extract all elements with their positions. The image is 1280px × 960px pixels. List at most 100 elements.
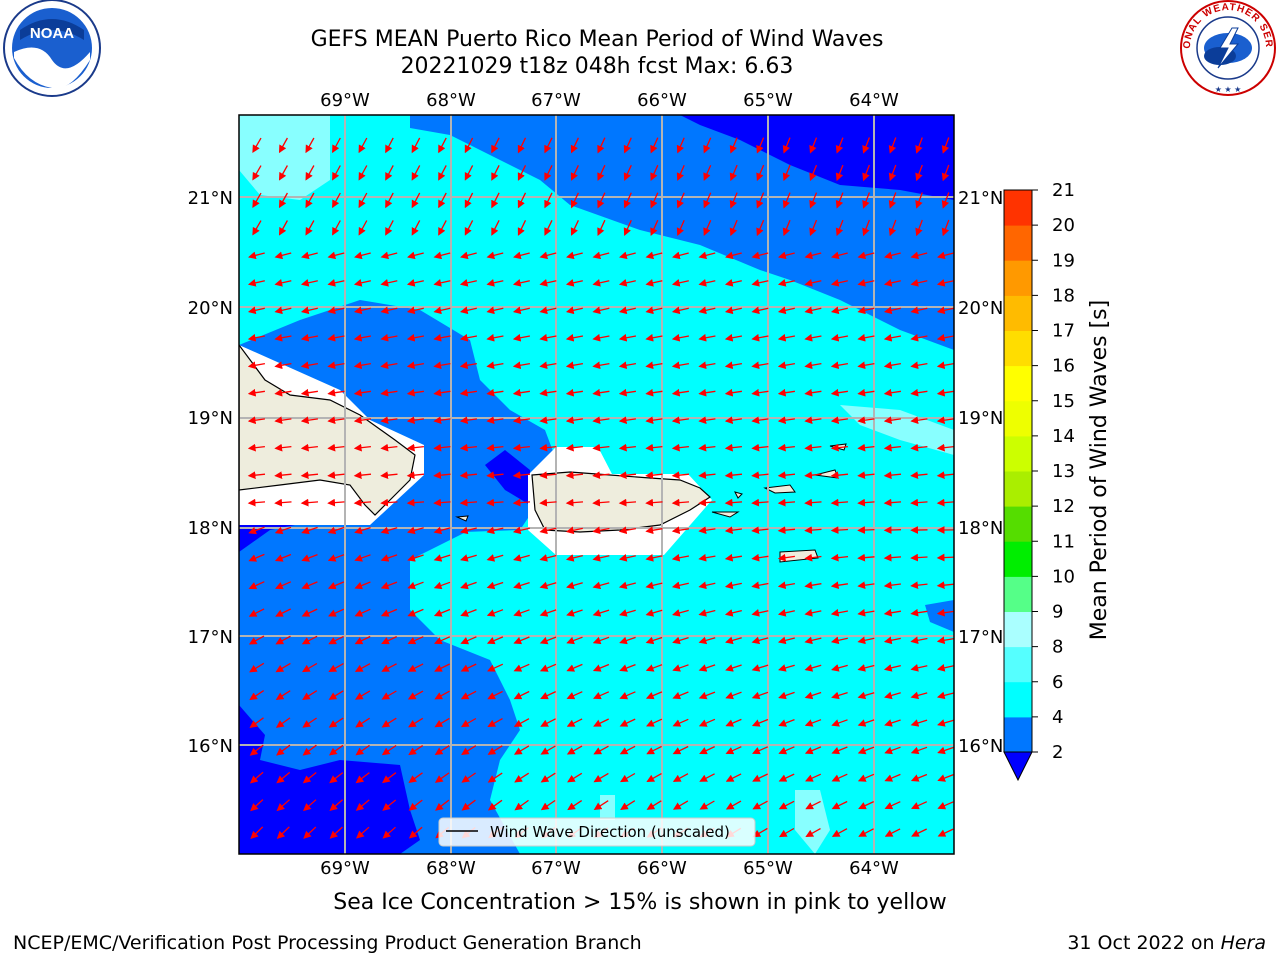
wind-wave-arrow [300,279,318,287]
wind-wave-arrow [724,388,742,397]
wind-wave-arrow [247,443,265,452]
wind-wave-arrow [830,553,849,562]
wind-wave-arrow [328,690,344,700]
wind-wave-arrow [671,553,690,562]
lon-label-top: 68°W [426,90,476,111]
wind-wave-arrow [676,192,685,209]
wind-wave-arrow [385,220,394,236]
wind-wave-arrow [831,828,848,837]
wind-wave-arrow [433,526,451,535]
wind-wave-arrow [831,746,848,755]
wind-wave-arrow [356,826,370,839]
wind-wave-arrow [303,826,317,839]
wind-wave-arrow [305,137,315,154]
wind-wave-arrow [435,799,450,811]
wind-wave-arrow [941,137,950,154]
wind-wave-arrow [486,609,504,617]
noaa-logo: NOAA [3,0,101,97]
wind-wave-arrow [936,608,954,617]
wind-wave-arrow [804,636,822,645]
footer-credit: NCEP/EMC/Verification Post Processing Pr… [13,932,642,954]
wind-wave-arrow [830,471,849,480]
wind-wave-arrow [517,220,527,236]
wind-wave-arrow [566,581,583,590]
wind-wave-arrow [459,498,478,507]
wind-wave-arrow [703,137,712,154]
wind-wave-arrow [275,581,292,590]
wind-wave-arrow [460,251,477,260]
wind-wave-arrow [671,306,689,315]
wind-wave-arrow [857,608,875,617]
wind-wave-arrow [777,333,796,342]
wind-wave-arrow [327,471,345,480]
wind-wave-arrow [512,443,530,452]
wind-wave-arrow [671,333,690,342]
wind-wave-arrow [645,416,663,425]
lon-label-bottom: 68°W [426,858,476,879]
wind-wave-arrow [513,554,530,562]
lat-label-right: 20°N [958,298,1003,319]
wind-wave-arrow [936,388,954,397]
wind-wave-arrow [411,137,421,154]
wind-wave-arrow [671,279,689,287]
wind-wave-arrow [274,388,292,397]
wind-wave-arrow [332,165,341,181]
wind-wave-arrow [407,554,424,562]
wind-wave-arrow [328,717,344,728]
colorbar-segment [1004,190,1032,226]
sea-ice-note: Sea Ice Concentration > 15% is shown in … [333,890,947,915]
wind-wave-arrow [433,306,451,315]
wind-wave-arrow [278,192,288,209]
wind-wave-arrow [434,772,450,783]
wind-wave-arrow [618,581,636,590]
wind-wave-arrow [724,609,742,617]
wind-wave-arrow [406,306,424,315]
wind-wave-arrow [618,498,637,507]
wind-wave-arrow [698,498,716,507]
wind-wave-arrow [724,361,743,370]
wind-wave-arrow [464,192,474,209]
wind-wave-arrow [539,361,557,370]
wind-wave-arrow [433,608,451,617]
wind-wave-arrow [305,192,315,209]
wind-wave-arrow [751,361,769,370]
wind-wave-arrow [888,164,897,182]
wind-wave-arrow [358,165,368,181]
wind-wave-arrow [752,827,768,838]
period-fill-under-2-ne [680,115,954,200]
wind-wave-arrow [671,443,689,452]
wind-wave-arrow [407,251,424,260]
wind-wave-arrow [804,416,822,425]
wind-wave-arrow [910,279,928,287]
wind-wave-arrow [915,164,923,182]
wind-wave-arrow [381,717,397,728]
wind-wave-arrow [941,164,950,182]
wind-wave-arrow [300,306,318,315]
wind-wave-arrow [619,663,636,672]
wind-wave-arrow [408,745,424,756]
wind-wave-arrow [936,333,954,342]
wind-wave-arrow [301,251,318,260]
wind-wave-arrow [884,251,901,260]
wind-wave-arrow [540,772,556,783]
wind-wave-arrow [650,137,659,154]
wind-wave-arrow [936,664,954,672]
wind-wave-arrow [486,443,504,452]
wind-wave-arrow [247,416,265,425]
wind-wave-arrow [433,388,451,397]
wind-wave-arrow [830,361,849,370]
wind-wave-arrow [380,581,398,590]
colorbar-tick-label: 15 [1052,391,1075,412]
wind-wave-arrow [751,251,769,260]
wind-wave-arrow [487,690,503,700]
wind-wave-arrow [385,165,394,181]
wind-wave-arrow [883,388,901,397]
colorbar-tick-label: 16 [1052,356,1075,377]
wind-wave-arrow [782,192,791,209]
wind-wave-arrow [408,772,423,783]
wind-wave-arrow [804,691,822,700]
wind-wave-arrow [300,388,318,397]
period-fill-under-2-mona [485,450,530,505]
wind-wave-arrow [676,137,685,154]
wind-wave-arrow [544,220,553,236]
